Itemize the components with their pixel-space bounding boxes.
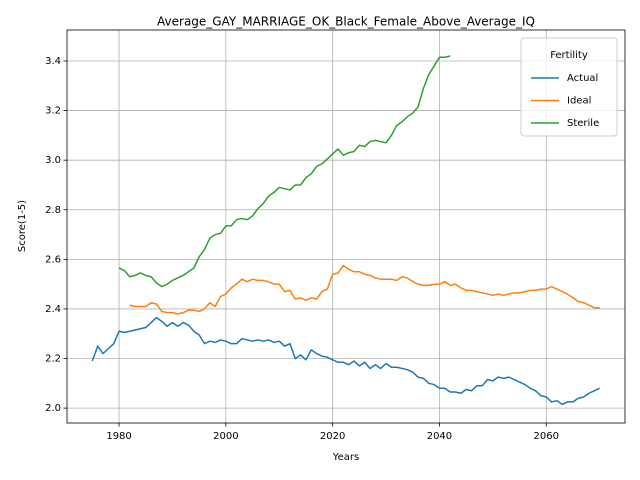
y-tick-label: 3.2 [45,106,61,117]
x-tick-label: 2000 [213,431,238,442]
y-tick-label: 2.0 [45,403,61,414]
legend-label: Sterile [567,118,599,129]
y-tick-label: 3.4 [45,56,61,67]
x-tick-label: 2040 [427,431,452,442]
x-axis-label: Years [332,452,359,463]
y-tick-label: 2.4 [45,304,61,315]
legend-box [520,37,618,137]
data-line [91,316,600,406]
lines [91,55,600,406]
x-tick-label: 2060 [534,431,559,442]
plot-frame [66,29,626,424]
chart-title: Average_GAY_MARRIAGE_OK_Black_Female_Abo… [157,15,535,29]
legend: Fertility Actual Ideal Sterile [520,37,618,137]
x-tick-label: 2020 [320,431,345,442]
y-tick-label: 2.2 [45,354,61,365]
y-tick-label: 2.6 [45,254,61,265]
legend-label: Actual [567,73,598,84]
y-axis-label: Score(1-5) [17,200,28,252]
data-line [129,264,600,315]
y-tick-label: 2.8 [45,205,61,216]
data-line [118,55,451,288]
y-tick-label: 3.0 [45,155,61,166]
x-tick-label: 1980 [106,431,131,442]
legend-title: Fertility [550,50,588,61]
legend-label: Ideal [567,96,591,107]
